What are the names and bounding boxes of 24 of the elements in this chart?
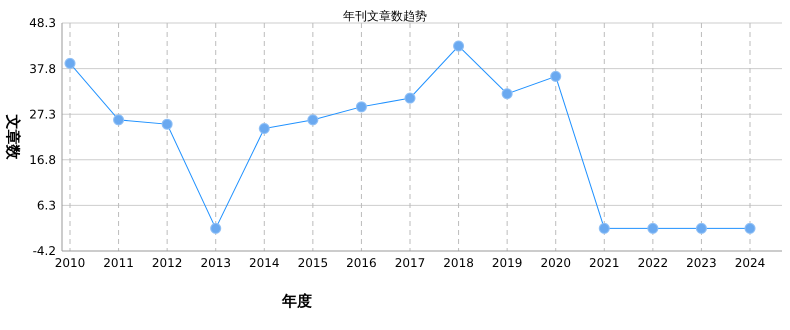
x-tick-label: 2013 bbox=[200, 256, 231, 270]
y-tick-label: 27.3 bbox=[29, 107, 56, 122]
x-tick-label: 2022 bbox=[638, 256, 668, 270]
x-tick-label: 2023 bbox=[686, 256, 717, 270]
y-axis-title: 文章数 bbox=[4, 114, 22, 160]
y-tick-label: 16.8 bbox=[29, 153, 56, 167]
x-tick-label: 2012 bbox=[152, 256, 182, 270]
x-tick-label: 2019 bbox=[492, 256, 522, 270]
x-tick-label: 2020 bbox=[540, 256, 571, 270]
x-tick-label: 2017 bbox=[394, 256, 426, 270]
x-tick-label: 2024 bbox=[734, 256, 766, 270]
x-axis-title: 年度 bbox=[281, 292, 312, 310]
x-tick-label: 2016 bbox=[346, 256, 377, 270]
y-tick-label: -4.2 bbox=[32, 244, 56, 258]
y-tick-label: 48.3 bbox=[29, 16, 56, 30]
x-tick-label: 2011 bbox=[103, 256, 134, 270]
x-tick-label: 2018 bbox=[443, 256, 474, 270]
x-tick-label: 2015 bbox=[298, 256, 328, 270]
x-tick-label: 2010 bbox=[54, 256, 86, 270]
x-tick-label: 2021 bbox=[589, 256, 620, 270]
y-tick-label: 37.8 bbox=[29, 62, 56, 76]
y-tick-label: 6.3 bbox=[36, 198, 56, 213]
x-tick-label: 2014 bbox=[249, 256, 280, 270]
chart-title: 年刊文章数趋势 bbox=[343, 9, 427, 23]
